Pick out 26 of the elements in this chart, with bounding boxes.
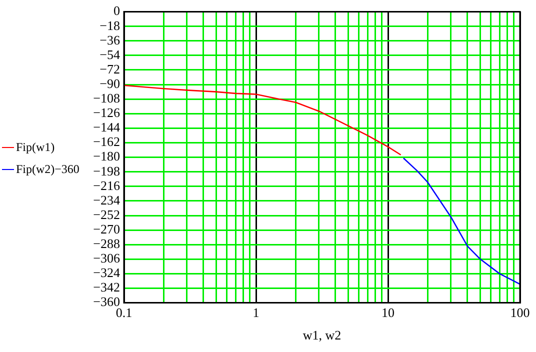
y-tick-label: −36 [100,32,120,48]
y-tick-label: −54 [100,46,120,62]
y-tick-label: −126 [93,105,120,120]
y-tick-label: −216 [93,178,120,193]
y-tick-label: −234 [93,192,120,208]
y-tick-label: −252 [93,206,120,222]
y-tick-label: −306 [93,250,120,266]
y-tick-label: −162 [93,134,120,150]
y-tick-label: 0 [114,3,120,18]
x-tick-label: 1 [252,305,260,320]
y-tick-label: −180 [93,148,120,164]
x-axis-title: w1, w2 [302,328,342,343]
y-tick-label: −18 [100,18,120,33]
y-tick-label: −288 [93,236,120,252]
x-tick-label: 10 [382,305,394,320]
y-tick-label: −90 [100,76,120,91]
legend-label: Fip(w1) [16,140,55,154]
y-tick-label: −108 [93,90,120,106]
x-tick-label: 100 [510,305,530,320]
y-tick-label: −144 [93,120,120,135]
y-tick-label: −72 [100,61,120,76]
y-tick-label: −198 [93,163,120,178]
y-tick-label: −324 [93,265,120,280]
y-tick-label: −342 [93,280,120,295]
legend-label: Fip(w2)−360 [16,162,80,176]
y-tick-label: −270 [93,221,120,236]
